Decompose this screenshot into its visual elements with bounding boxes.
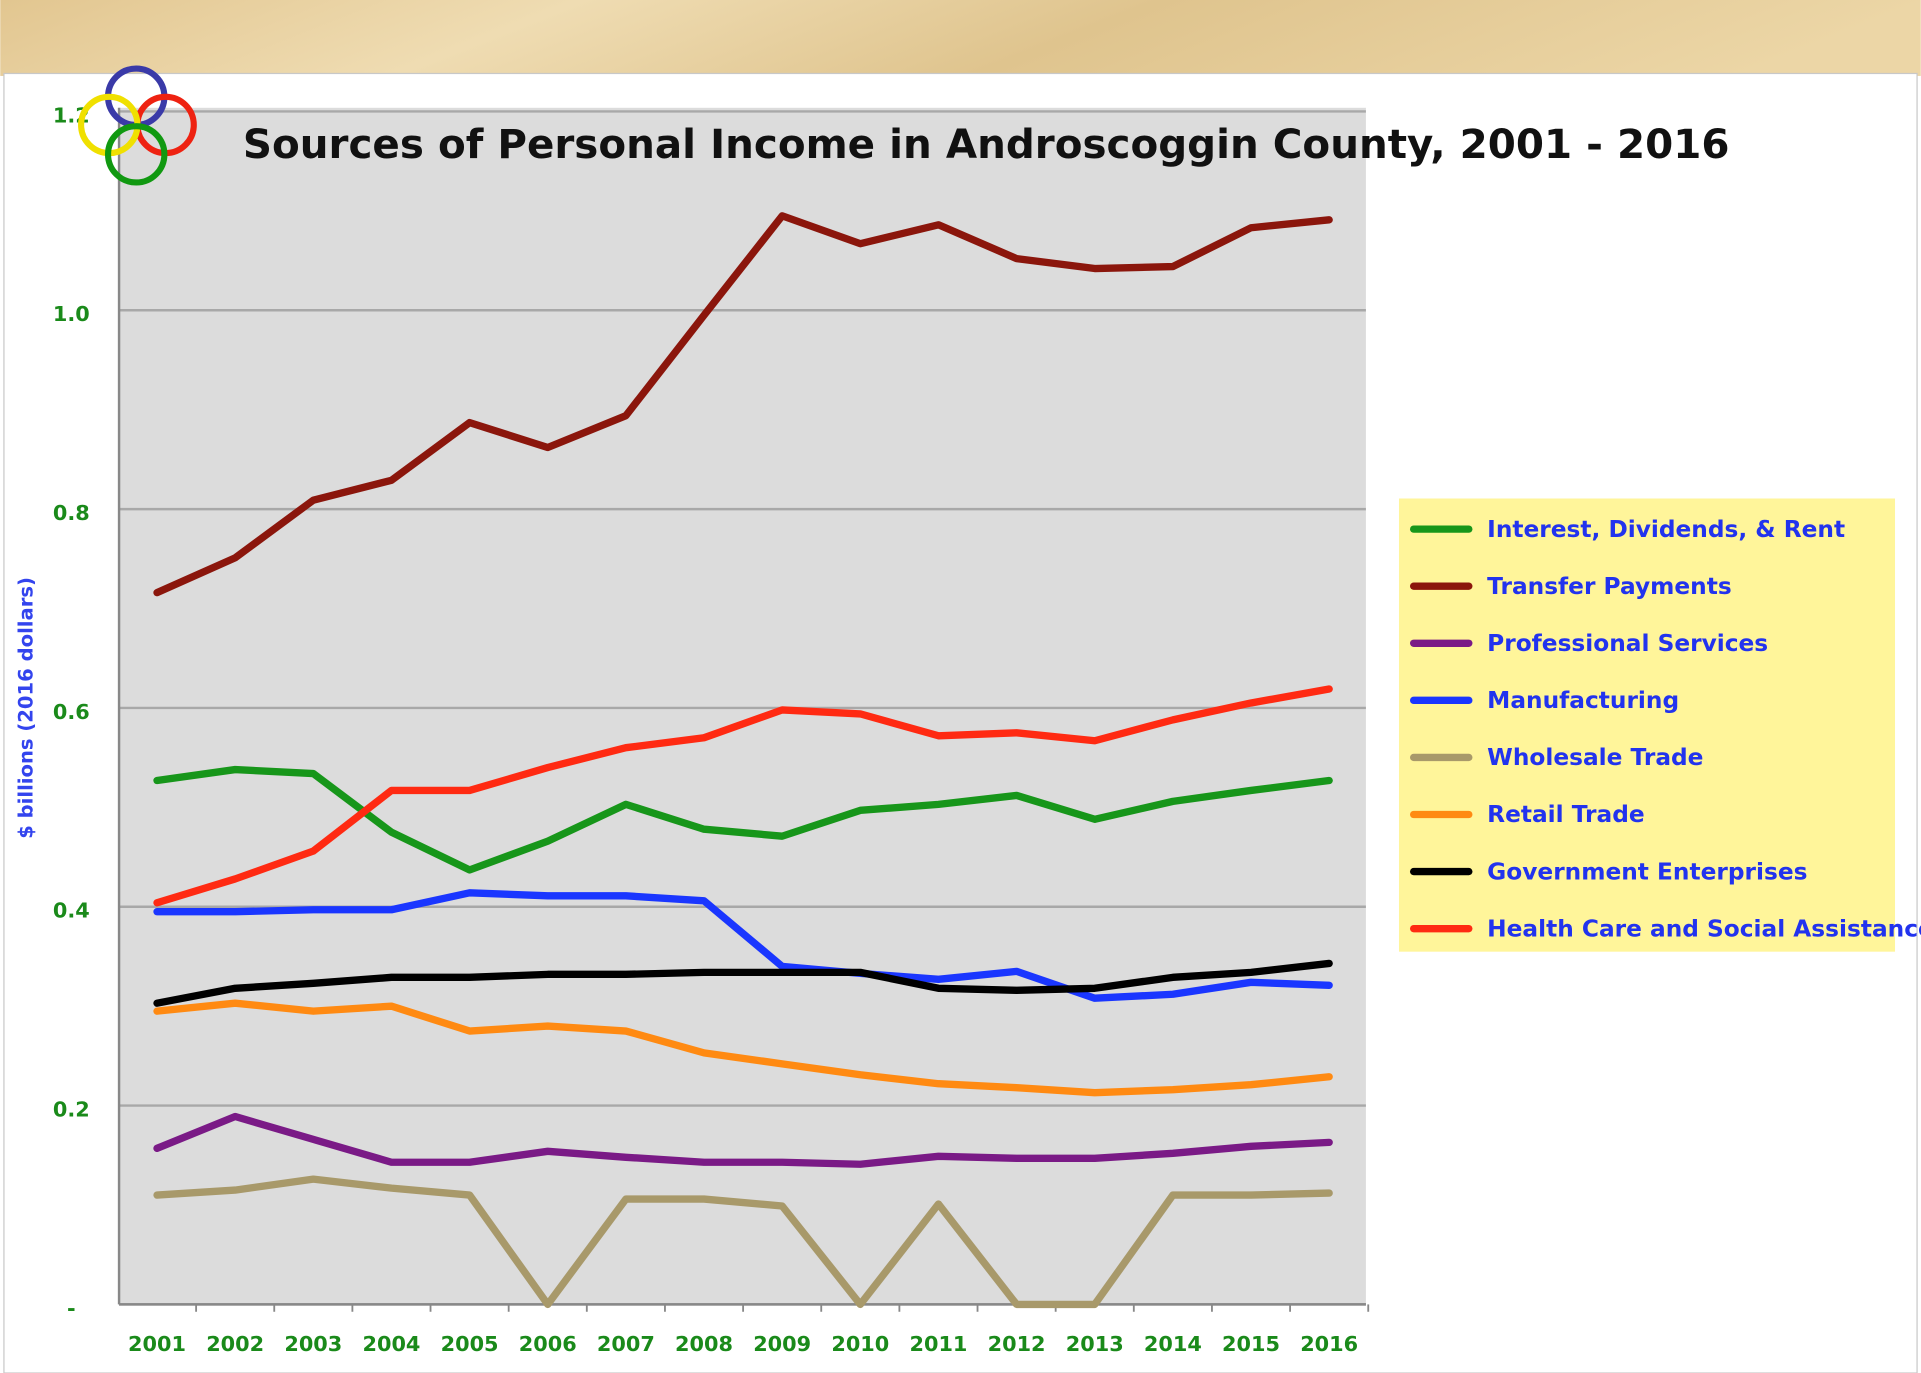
y-tick-label: 0.2	[53, 1097, 90, 1121]
x-tick-label: 2005	[441, 1332, 499, 1356]
x-tick-label: 2002	[206, 1332, 264, 1356]
chart-title: Sources of Personal Income in Androscogg…	[243, 120, 1730, 168]
x-tick-label: 2006	[519, 1332, 577, 1356]
y-tick-label: 0.8	[53, 501, 90, 525]
y-tick-label: 0.4	[53, 899, 90, 923]
series-line	[153, 765, 1333, 874]
series-line	[153, 959, 1333, 1007]
x-tick-label: 2010	[831, 1332, 889, 1356]
series-line	[153, 1175, 1333, 1309]
x-tick-label: 2003	[284, 1332, 342, 1356]
legend-label: Retail Trade	[1487, 801, 1645, 828]
legend-label: Interest, Dividends, & Rent	[1487, 516, 1845, 543]
plot-area	[119, 107, 1366, 1305]
x-tick-label: 2007	[597, 1332, 655, 1356]
series-line	[153, 889, 1333, 1002]
x-tick-label: 2009	[753, 1332, 811, 1356]
legend-label: Health Care and Social Assistance	[1487, 915, 1921, 942]
legend-label: Manufacturing	[1487, 687, 1679, 714]
series-line	[153, 212, 1333, 597]
legend-label: Wholesale Trade	[1487, 744, 1703, 771]
logo-ring	[104, 123, 168, 186]
x-tick-label: 2012	[988, 1332, 1046, 1356]
y-tick-label: -	[67, 1296, 76, 1320]
series-line	[153, 999, 1333, 1097]
x-tick-label: 2004	[362, 1332, 420, 1356]
series-line	[153, 685, 1333, 907]
x-tick-label: 2008	[675, 1332, 733, 1356]
header-texture	[0, 0, 1921, 76]
y-tick-label: 1.0	[53, 302, 90, 326]
x-tick-label: 2013	[1066, 1332, 1124, 1356]
legend-box	[1398, 498, 1896, 952]
x-tick-label: 2015	[1222, 1332, 1280, 1356]
y-axis-label: $ billions (2016 dollars)	[15, 577, 38, 839]
x-tick-label: 2001	[128, 1332, 186, 1356]
logo	[78, 65, 197, 186]
x-tick-label: 2014	[1144, 1332, 1202, 1356]
x-tick-label: 2016	[1300, 1332, 1358, 1356]
series-line	[153, 1112, 1333, 1168]
legend-label: Government Enterprises	[1487, 858, 1807, 885]
legend-label: Professional Services	[1487, 630, 1768, 657]
y-tick-label: 0.6	[53, 700, 90, 724]
legend-label: Transfer Payments	[1487, 573, 1732, 600]
x-tick-label: 2011	[909, 1332, 967, 1356]
